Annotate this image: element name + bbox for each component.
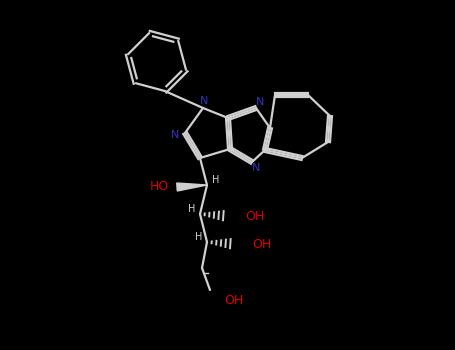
Text: H: H <box>188 204 196 214</box>
Text: N: N <box>252 163 260 173</box>
Text: N: N <box>256 97 264 107</box>
Text: HO: HO <box>149 180 169 193</box>
Text: H: H <box>195 232 202 242</box>
Text: OH: OH <box>252 238 271 251</box>
Text: OH: OH <box>245 210 264 223</box>
Text: H: H <box>212 175 220 185</box>
Polygon shape <box>177 183 207 191</box>
Text: N: N <box>200 96 208 106</box>
Text: N: N <box>171 130 179 140</box>
Text: OH: OH <box>224 294 243 307</box>
